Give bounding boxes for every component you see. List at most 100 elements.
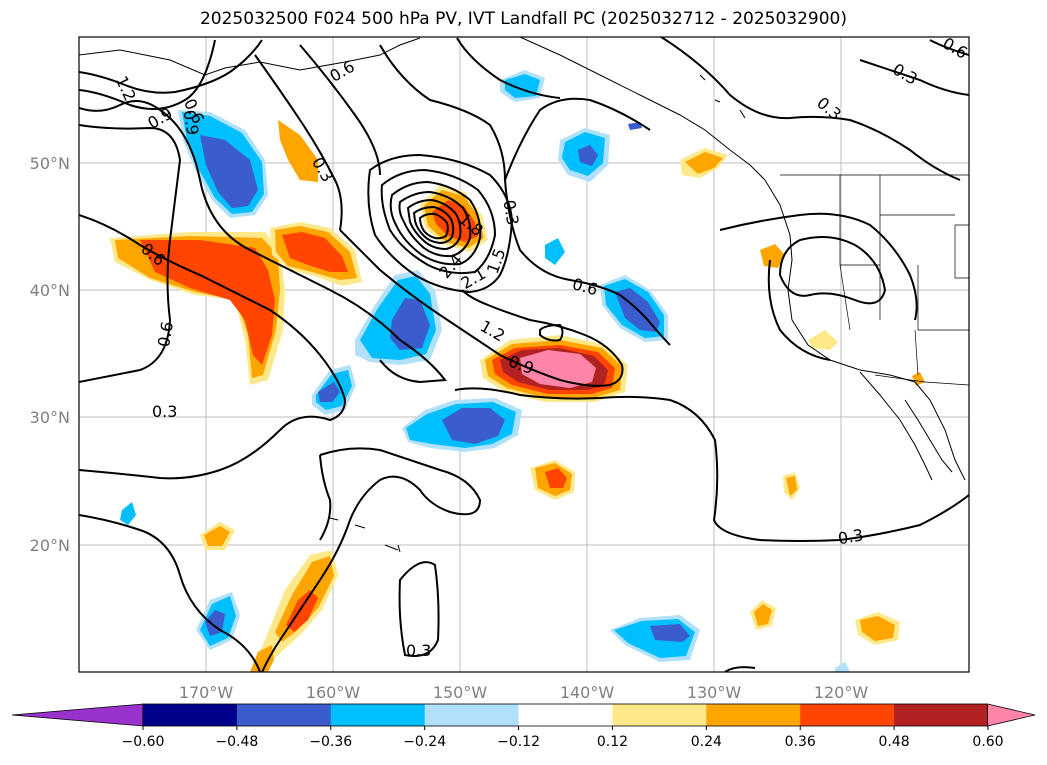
colorbar-tick-label: 0.36	[785, 734, 816, 750]
ivt-positive-region	[685, 152, 723, 174]
pv-contour	[418, 212, 449, 240]
coastline-islands	[699, 74, 746, 119]
pv-contour	[398, 561, 440, 657]
colorbar-tick-label: 0.48	[879, 734, 910, 750]
ivt-negative-region	[120, 502, 136, 525]
contour-label: 0.3	[836, 525, 864, 548]
coastline-bc	[729, 149, 966, 481]
colorbar-swatch	[800, 704, 895, 726]
ivt-negative-region	[628, 122, 642, 130]
colorbar-tick-label: −0.48	[215, 734, 258, 750]
colorbar-extend-high	[987, 703, 1036, 727]
ivt-positive-region	[520, 350, 596, 388]
pv-contour	[261, 447, 482, 672]
colorbar-swatch	[706, 704, 801, 726]
colorbar-swatch	[424, 704, 520, 726]
pv-contour	[454, 387, 969, 542]
pv-contour	[539, 323, 564, 342]
ivt-negative-region	[200, 135, 258, 208]
pv-contour	[778, 235, 887, 305]
colorbar-tick-label: −0.24	[403, 734, 446, 750]
pv-contour	[254, 54, 343, 231]
colorbar-frame	[142, 703, 988, 727]
contour-label: 0.6	[154, 320, 177, 348]
lon-tick-label: 130°W	[687, 683, 742, 702]
pv-contour	[389, 180, 482, 266]
ivt-negative-region	[390, 298, 430, 350]
ivt-positive-region	[545, 468, 567, 488]
ivt-negative-region	[318, 382, 340, 402]
lon-tick-label: 140°W	[560, 683, 615, 702]
pv-contour	[79, 124, 182, 383]
pv-contour	[319, 454, 332, 541]
ivt-negative-region	[835, 662, 850, 672]
pv-contours	[79, 37, 969, 672]
pv-contour	[504, 97, 651, 181]
coastline-islands	[329, 517, 401, 553]
colorbar-swatch	[330, 704, 426, 726]
longitude-tick-labels: 170°W 160°W 150°W 140°W 130°W 120°W	[179, 683, 869, 702]
pv-contour	[379, 44, 671, 346]
colorbar-tick-label: −0.36	[309, 734, 352, 750]
pv-contour	[859, 59, 969, 96]
colorbar-swatch	[236, 704, 332, 726]
colorbar-tick-label: −0.12	[497, 734, 540, 750]
pv-contour	[398, 190, 472, 258]
lon-tick-label: 120°W	[814, 683, 869, 702]
colorbar: −0.60 −0.48 −0.36 −0.24 −0.12 0.12 0.24 0.36 0.4…	[11, 703, 1036, 750]
us-mexico-border	[874, 374, 969, 386]
colorbar-tick-label: 0.24	[691, 734, 722, 750]
lat-tick-label: 40°N	[30, 281, 70, 300]
pv-contour	[339, 229, 624, 387]
map-plot-area: 1.2 0.9 0.6 0.6 0.3 0.6 0.6 0.9 0.3 0.3 …	[79, 37, 969, 672]
ivt-negative-region	[578, 145, 598, 166]
lon-tick-label: 150°W	[433, 683, 488, 702]
colorbar-tick-label: 0.12	[597, 734, 628, 750]
contour-label: 0.3	[152, 402, 177, 421]
pv-contour	[767, 259, 831, 361]
ivt-negative-region	[650, 624, 690, 642]
ivt-positive-region	[286, 590, 318, 632]
colorbar-swatch	[894, 704, 989, 726]
plot-title: 2025032500 F024 500 hPa PV, IVT Landfall…	[199, 9, 847, 29]
ivt-positive-region	[760, 244, 785, 268]
ivt-negative-region	[442, 408, 505, 444]
lat-tick-label: 20°N	[30, 536, 70, 555]
pv-contour	[79, 214, 347, 480]
pv-contour	[79, 39, 263, 94]
ivt-positive-region	[786, 476, 797, 496]
pv-contour	[79, 100, 447, 384]
pv-contour	[406, 198, 462, 251]
colorbar-tick-label: 0.60	[972, 734, 1003, 750]
ivt-negative-region	[545, 238, 565, 265]
contour-label: 0.3	[406, 641, 431, 660]
lat-tick-label: 50°N	[30, 154, 70, 173]
plot-frame	[78, 36, 970, 673]
pv-contour	[412, 205, 455, 245]
coastline-baja	[859, 371, 933, 481]
contour-label: 0.3	[499, 198, 522, 226]
pv-contour	[456, 37, 561, 99]
ivt-positive-region	[282, 232, 348, 272]
ivt-shading	[110, 70, 925, 672]
ivt-positive-region	[278, 120, 318, 182]
colorbar-extend-low	[11, 703, 144, 727]
colorbar-tick-label: −0.60	[122, 734, 165, 750]
ivt-positive-region	[808, 330, 838, 350]
lat-tick-label: 30°N	[30, 408, 70, 427]
pv-contour	[367, 153, 514, 294]
pv-contour	[380, 168, 497, 275]
colorbar-swatch	[143, 704, 238, 726]
latitude-tick-labels: 50°N 40°N 30°N 20°N	[30, 154, 70, 555]
lon-tick-label: 170°W	[179, 683, 234, 702]
pv-contour	[719, 212, 918, 321]
pv-contour	[659, 37, 961, 181]
contour-label: 0.9	[179, 108, 202, 136]
pv-contour	[79, 514, 261, 672]
lon-tick-label: 160°W	[306, 683, 361, 702]
ivt-positive-region	[860, 616, 895, 641]
pv-contour	[299, 44, 381, 176]
pv-contour	[79, 39, 216, 110]
pv-contour	[929, 39, 969, 56]
